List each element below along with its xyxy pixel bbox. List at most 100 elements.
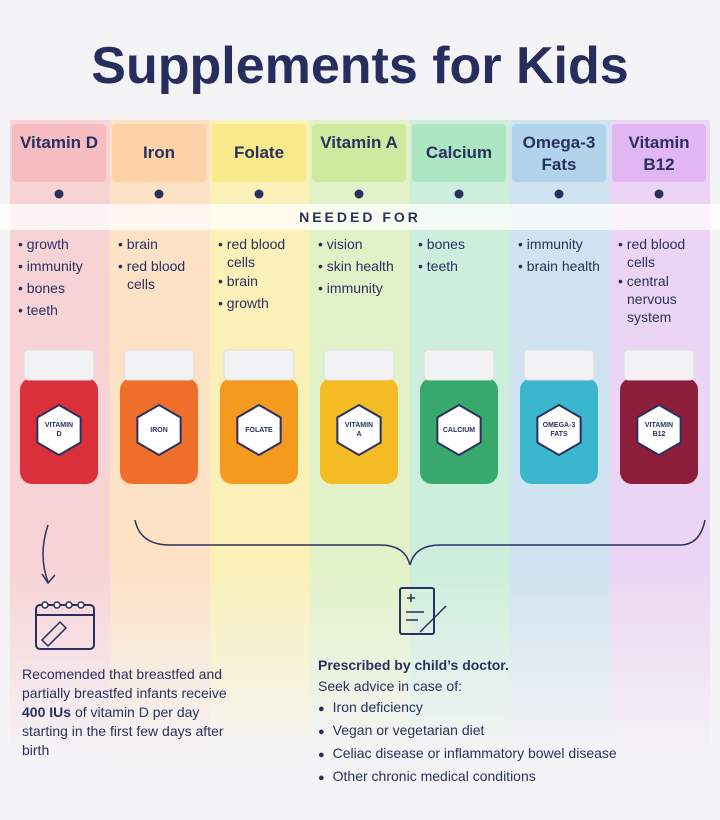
title: Supplements for Kids — [91, 37, 629, 95]
doctor-item: Iron deficiency — [318, 697, 718, 720]
use-text: red blood cells — [226, 236, 286, 270]
bottle-label-text: D — [56, 431, 62, 438]
doctor-subheading: Seek advice in case of: — [318, 678, 462, 694]
note-bold: 400 IUs — [22, 704, 72, 720]
use-item: • growth — [18, 236, 69, 252]
use-text: bones — [26, 280, 65, 296]
use-text: brain — [126, 236, 158, 252]
bottle-label-text: VITAMIN — [44, 422, 74, 429]
bottle-label-text: B12 — [652, 431, 666, 438]
use-item: • skin health — [318, 258, 394, 274]
bottle-cap — [523, 349, 595, 381]
calendar-icon — [65, 601, 73, 609]
doctor-item: Vegan or vegetarian diet — [318, 720, 718, 743]
use-item: • brain — [118, 236, 158, 252]
bottle-cap — [323, 349, 395, 381]
dot — [254, 189, 264, 199]
bottle-label — [536, 403, 582, 457]
column-header-bg — [112, 124, 206, 182]
use-text: brain health — [526, 258, 600, 274]
dot — [54, 189, 64, 199]
calendar-icon — [40, 620, 68, 648]
bottle-cap — [223, 349, 295, 381]
use-item: • vision — [318, 236, 363, 252]
use-text: growth — [26, 236, 69, 252]
column-header: Folate — [233, 143, 285, 162]
column-header: Vitamin D — [19, 133, 99, 152]
calendar-icon — [53, 601, 61, 609]
dot — [554, 189, 564, 199]
column-header: Iron — [142, 143, 176, 162]
column-header: Calcium — [425, 143, 493, 162]
use-text: growth — [226, 295, 269, 311]
bottle-label-text: CALCIUM — [442, 426, 476, 434]
prescription-icon — [406, 594, 447, 633]
use-text: vision — [326, 236, 363, 252]
doctor-heading: Prescribed by child’s doctor. — [318, 657, 509, 673]
use-item: • immunity — [318, 280, 383, 296]
column-header-bg — [612, 124, 706, 182]
calendar-icon — [41, 601, 49, 609]
use-item: • red blood cells — [118, 258, 186, 292]
bottle-label-text: IRON — [150, 426, 168, 434]
bottle-label — [636, 403, 682, 457]
bottle-label — [436, 403, 482, 457]
use-text: immunity — [326, 280, 383, 296]
column-header-bg — [412, 124, 506, 182]
use-item: • teeth — [18, 302, 58, 318]
use-item: • growth — [218, 295, 269, 311]
use-item: • brain — [218, 273, 258, 289]
column-header-bg — [212, 124, 306, 182]
dot — [354, 189, 364, 199]
use-item: • teeth — [418, 258, 458, 274]
note-text: of vitamin D per day starting in the fir… — [22, 704, 224, 758]
use-text: teeth — [426, 258, 458, 274]
column-header-bg — [512, 124, 606, 182]
column-header-bg — [12, 124, 106, 182]
use-item: • bones — [418, 236, 465, 252]
needed-band — [0, 204, 720, 230]
bottle-label — [36, 403, 82, 457]
calendar-icon — [77, 601, 85, 609]
vitamin-d-note: Recomended that breastfed and partially … — [22, 665, 242, 760]
dot — [654, 189, 664, 199]
bottle-label-text: A — [356, 431, 362, 438]
use-item: • red blood cells — [618, 236, 686, 270]
bottle-cap — [423, 349, 495, 381]
brace — [134, 519, 706, 566]
use-text: red blood cells — [126, 258, 186, 292]
bottle-cap — [23, 349, 95, 381]
column-header: Vitamin A — [320, 133, 398, 152]
use-text: skin health — [326, 258, 394, 274]
use-item: • immunity — [518, 236, 583, 252]
bottle-cap — [123, 349, 195, 381]
dot — [154, 189, 164, 199]
bottle-label-text: VITAMIN — [344, 422, 374, 429]
arrow — [41, 524, 56, 585]
doctor-item: Celiac disease or inflammatory bowel dis… — [318, 743, 718, 766]
use-text: red blood cells — [626, 236, 686, 270]
doctor-list: Iron deficiencyVegan or vegetarian dietC… — [318, 697, 718, 789]
use-text: teeth — [26, 302, 58, 318]
prescription-icon — [399, 587, 435, 635]
use-text: central nervous system — [626, 273, 677, 325]
bottle-cap — [623, 349, 695, 381]
dot — [454, 189, 464, 199]
bottle-label — [336, 403, 382, 457]
use-text: immunity — [526, 236, 583, 252]
bottle-label-text: VITAMIN — [644, 422, 674, 429]
bottle-label-text: FATS — [550, 431, 568, 438]
doctor-item: Other chronic medical conditions — [318, 766, 718, 789]
doctor-advice: Prescribed by child’s doctor. Seek advic… — [318, 655, 718, 789]
bottle-label — [236, 403, 282, 457]
bottle-label — [136, 403, 182, 457]
column-header: Vitamin B12 — [628, 133, 690, 174]
use-text: immunity — [26, 258, 83, 274]
column-header-bg — [312, 124, 406, 182]
use-text: bones — [426, 236, 465, 252]
note-text: Recomended that breastfed and partially … — [22, 666, 227, 701]
use-item: • bones — [18, 280, 65, 296]
use-item: • brain health — [518, 258, 600, 274]
